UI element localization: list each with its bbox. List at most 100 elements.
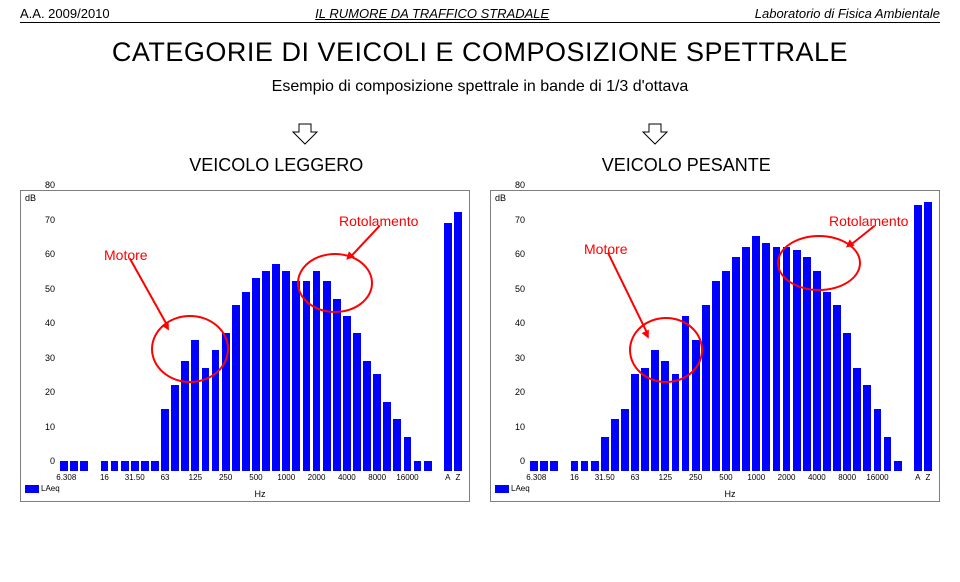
bar [212, 350, 220, 471]
bar [611, 419, 619, 471]
ytick-label: 30 [515, 353, 525, 363]
bar [101, 461, 109, 471]
bar [252, 278, 260, 471]
bar [363, 361, 371, 471]
bar [924, 202, 932, 471]
arrowhead-icon [642, 330, 653, 341]
annotation-arrow [607, 252, 649, 335]
legend-swatch [25, 485, 39, 493]
bar [762, 243, 770, 471]
bar [752, 236, 760, 471]
xtick-label: 16000 [396, 473, 418, 482]
xtick-label: 16 [570, 473, 579, 482]
xtick-label: 4000 [808, 473, 826, 482]
bar [692, 340, 700, 471]
xtick-label: 2000 [778, 473, 796, 482]
right-chart-label: VEICOLO PESANTE [602, 155, 771, 176]
bar [894, 461, 902, 471]
bar [672, 374, 680, 471]
xtick-label: 6.30 [56, 473, 72, 482]
annotation-text: Motore [584, 241, 628, 257]
bar [682, 316, 690, 471]
ytick-label: 50 [45, 284, 55, 294]
x-axis: Hz 6.3081631.506312525050010002000400080… [59, 471, 461, 501]
bar [393, 419, 401, 471]
bar [641, 368, 649, 472]
bar [722, 271, 730, 471]
bar [530, 461, 538, 471]
ytick-label: 0 [50, 456, 55, 466]
bar [343, 316, 351, 471]
bar [550, 461, 558, 471]
bar [70, 461, 78, 471]
main-title: CATEGORIE DI VEICOLI E COMPOSIZIONE SPET… [0, 37, 960, 68]
arrow-row [0, 122, 960, 151]
bar [232, 305, 240, 471]
bar [783, 247, 791, 471]
bar [874, 409, 882, 471]
bar [80, 461, 88, 471]
xtick-label: 500 [719, 473, 732, 482]
ytick-label: 40 [515, 318, 525, 328]
bar [353, 333, 361, 471]
y-axis: 01020304050607080 [21, 197, 59, 471]
header-right: Laboratorio di Fisica Ambientale [755, 6, 940, 21]
laeq-text: LAeq [41, 484, 60, 493]
bar [171, 385, 179, 471]
bar [333, 299, 341, 472]
bar [202, 368, 210, 472]
title-block: CATEGORIE DI VEICOLI E COMPOSIZIONE SPET… [0, 37, 960, 96]
bar [823, 292, 831, 471]
bar [282, 271, 290, 471]
bar [742, 247, 750, 471]
header-rule [20, 22, 940, 23]
xtick-label: 6.30 [526, 473, 542, 482]
bar [313, 271, 321, 471]
plot-area: MotoreRotolamento [529, 197, 931, 471]
bar [712, 281, 720, 471]
bar [803, 257, 811, 471]
bar [863, 385, 871, 471]
bar [591, 461, 599, 471]
annotation-text: Motore [104, 247, 148, 263]
ytick-label: 70 [45, 215, 55, 225]
bar [262, 271, 270, 471]
bar [161, 409, 169, 471]
x-axis: Hz 6.3081631.506312525050010002000400080… [529, 471, 931, 501]
bar [424, 461, 432, 471]
ytick-label: 10 [515, 422, 525, 432]
xtick-label: 16000 [866, 473, 888, 482]
xtick-label: 4000 [338, 473, 356, 482]
bar [732, 257, 740, 471]
bar [813, 271, 821, 471]
bar [383, 402, 391, 471]
bar [914, 205, 922, 471]
down-arrow-icon [641, 122, 669, 151]
xtick-label: 8000 [838, 473, 856, 482]
bar [581, 461, 589, 471]
ytick-label: 10 [45, 422, 55, 432]
ytick-label: 80 [515, 180, 525, 190]
bar [454, 212, 462, 471]
legend-swatch [495, 485, 509, 493]
annotation-arrow [349, 225, 380, 258]
bar [601, 437, 609, 472]
bar [323, 281, 331, 471]
chart-labels: VEICOLO LEGGERO VEICOLO PESANTE [0, 155, 960, 176]
xtick-label: 250 [689, 473, 702, 482]
bar [141, 461, 149, 471]
bar [621, 409, 629, 471]
xtick-label: 125 [189, 473, 202, 482]
laeq-legend: LAeq [25, 484, 60, 493]
right-chart: dB 01020304050607080 MotoreRotolamento H… [490, 190, 940, 502]
header-row: A.A. 2009/2010 IL RUMORE DA TRAFFICO STR… [20, 6, 940, 21]
bar [444, 223, 452, 471]
bar [833, 305, 841, 471]
bar [191, 340, 199, 471]
xtick-label: 8 [72, 473, 76, 482]
bar [414, 461, 422, 471]
xtick-label: 31.50 [595, 473, 615, 482]
xtick-label: A [445, 473, 450, 482]
bar [111, 461, 119, 471]
bar [884, 437, 892, 472]
